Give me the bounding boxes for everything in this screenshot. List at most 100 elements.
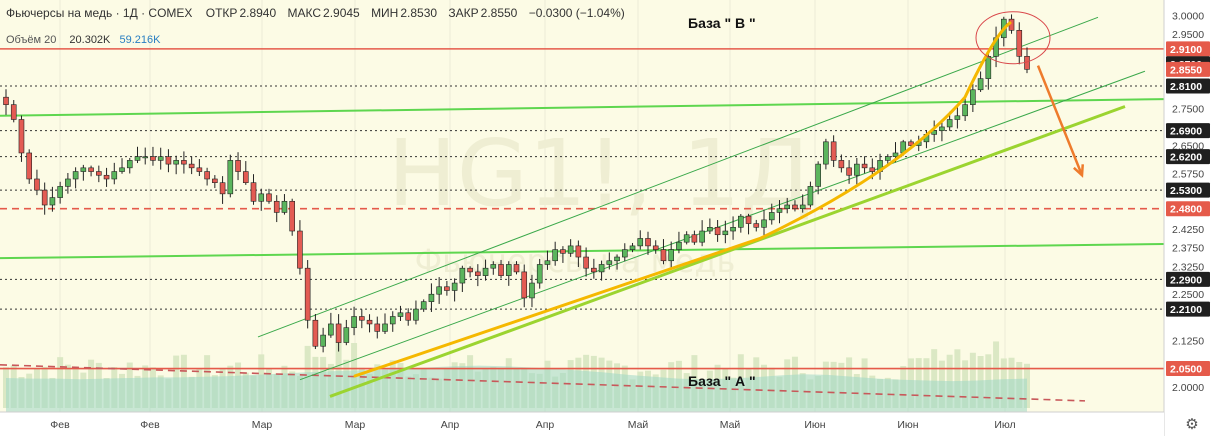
candle-body — [575, 245, 582, 258]
candle — [652, 240, 659, 254]
candle — [212, 175, 218, 189]
candle-body — [80, 167, 87, 172]
interval-label[interactable]: 1Д — [122, 6, 138, 20]
candle — [575, 240, 582, 268]
candle-body — [768, 212, 775, 221]
candle-body — [111, 171, 118, 180]
candle-body — [343, 327, 350, 343]
candle — [173, 155, 179, 175]
candle — [196, 159, 203, 176]
candle-body — [683, 234, 690, 243]
candle — [799, 194, 806, 213]
candle-body — [869, 167, 876, 172]
candle — [150, 146, 156, 166]
candle — [18, 115, 25, 162]
candle — [436, 277, 442, 304]
candle — [544, 250, 551, 270]
candle-body — [119, 167, 125, 172]
candle-body — [892, 152, 899, 157]
time-tick-label: Июн — [804, 419, 825, 431]
candle — [188, 156, 195, 175]
price-tick-label: 2.0000 — [1172, 382, 1204, 394]
candle-body — [490, 264, 497, 269]
candle-body — [126, 160, 133, 169]
candle — [854, 158, 860, 186]
candle-body — [219, 182, 226, 195]
candle-body — [436, 286, 442, 295]
candle — [792, 200, 798, 212]
candle — [289, 198, 295, 236]
candle — [111, 162, 118, 185]
price-tick-label: 2.7500 — [1172, 103, 1204, 115]
candle — [335, 314, 342, 352]
orange-trendline — [353, 21, 1012, 378]
volume-legend: Объём 20 20.302K 59.216K — [6, 34, 160, 46]
candle — [838, 154, 845, 173]
candle-body — [428, 293, 435, 302]
time-tick-label: Мар — [345, 419, 366, 431]
candle — [273, 195, 280, 223]
candle — [660, 239, 667, 265]
candle-body — [830, 141, 837, 161]
candle — [583, 247, 589, 277]
candle — [529, 274, 535, 308]
time-tick-label: Фев — [140, 419, 160, 431]
candle-body — [328, 323, 334, 336]
green-support-line — [0, 98, 1165, 117]
candle-body — [258, 193, 265, 202]
price-label: 2.8550 — [1170, 64, 1202, 76]
candle — [768, 203, 775, 225]
candle-body — [498, 264, 504, 276]
candle — [962, 95, 968, 121]
candle-body — [591, 267, 597, 273]
candle-body — [72, 171, 79, 180]
candle-body — [939, 126, 945, 131]
candle — [683, 231, 690, 245]
candle — [420, 299, 427, 312]
time-tick-label: Май — [720, 419, 741, 431]
price-label: 2.8100 — [1170, 81, 1202, 93]
candle-body — [142, 156, 149, 159]
candle — [235, 152, 241, 181]
candle — [413, 300, 419, 325]
open-label: ОТКР — [205, 6, 238, 20]
candle — [366, 314, 373, 333]
candle — [536, 258, 543, 289]
volume-bar — [931, 349, 938, 408]
candle-body — [567, 245, 574, 254]
close-label: ЗАКР — [448, 6, 479, 20]
candle-body — [18, 119, 25, 154]
gear-icon[interactable]: ⚙ — [1185, 416, 1199, 433]
candle — [328, 312, 334, 338]
price-tick-label: 2.3750 — [1172, 243, 1204, 255]
price-label-box — [1166, 301, 1210, 317]
candle — [567, 239, 574, 257]
candle — [219, 176, 226, 204]
price-tick-label: 2.2500 — [1172, 289, 1204, 301]
candle-body — [451, 282, 458, 291]
candle — [10, 100, 17, 123]
candle-body — [482, 267, 489, 276]
watermark-symbol: HG1!, 1Д — [388, 120, 813, 227]
candle-body — [420, 301, 427, 310]
volume-bar — [954, 349, 961, 408]
candle — [823, 138, 829, 170]
candle-body — [691, 234, 698, 243]
time-tick-label: Июл — [994, 419, 1015, 431]
candle-body — [946, 119, 953, 128]
price-tick-label: 2.1250 — [1172, 336, 1204, 348]
price-label-box — [1166, 123, 1210, 139]
candle-body — [838, 160, 845, 169]
candle-body — [173, 160, 179, 165]
symbol-title[interactable]: Фьючерсы на медь — [6, 6, 113, 20]
candle-body — [26, 152, 33, 180]
candle-body — [212, 178, 218, 183]
price-label: 2.0500 — [1170, 364, 1202, 376]
candle — [359, 309, 365, 329]
candle — [65, 172, 71, 194]
volume-label[interactable]: Объём 20 — [6, 34, 57, 46]
time-tick-label: Июн — [897, 419, 918, 431]
low-label: МИН — [371, 6, 399, 20]
candle — [304, 260, 311, 329]
